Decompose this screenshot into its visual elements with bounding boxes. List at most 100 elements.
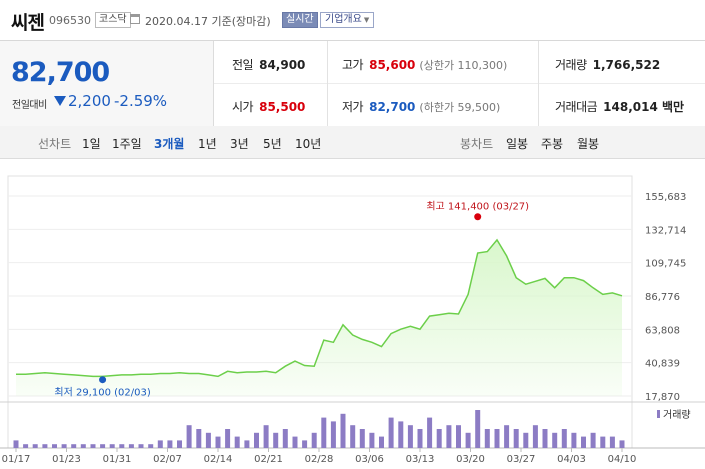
volume-bar bbox=[167, 440, 173, 448]
volume-bar bbox=[282, 429, 288, 448]
lower-limit: (하한가 59,500) bbox=[419, 101, 501, 114]
volume-bar bbox=[609, 436, 615, 448]
y-tick-label: 17,870 bbox=[645, 392, 680, 403]
volume-bar bbox=[205, 432, 211, 448]
low-label: 저가 bbox=[342, 100, 364, 114]
tab-3month[interactable]: 3개월 bbox=[154, 137, 185, 151]
high-label: 고가 bbox=[342, 58, 364, 72]
x-tick-label: 01/31 bbox=[103, 454, 132, 465]
volume-legend-swatch bbox=[657, 410, 660, 418]
realtime-button[interactable]: 실시간 bbox=[282, 12, 318, 28]
tab-5year[interactable]: 5년 bbox=[263, 137, 282, 151]
volume-legend: 거래량 bbox=[663, 409, 691, 421]
amount-label: 거래대금 bbox=[555, 100, 598, 114]
y-tick-label: 132,714 bbox=[645, 225, 686, 236]
volume-bar bbox=[340, 413, 346, 448]
volume-bar bbox=[561, 429, 567, 448]
tab-weekly-candle[interactable]: 주봉 bbox=[541, 137, 564, 151]
volume-bar bbox=[186, 425, 192, 448]
x-tick-label: 03/13 bbox=[406, 454, 435, 465]
market-badge: 코스닥 bbox=[95, 12, 131, 28]
tab-monthly-candle[interactable]: 월봉 bbox=[577, 137, 600, 151]
tab-1day[interactable]: 1일 bbox=[82, 137, 101, 151]
change-percent: -2.59% bbox=[114, 92, 168, 110]
price-chart-svg: 155,683 132,714 109,745 86,776 63,808 40,839 1… bbox=[0, 175, 705, 465]
tab-daily-candle[interactable]: 일봉 bbox=[506, 137, 529, 151]
volume-bar bbox=[379, 436, 384, 448]
volume-bar bbox=[13, 440, 19, 448]
volume-bar bbox=[542, 429, 548, 448]
volume-bar bbox=[311, 432, 317, 448]
y-tick-label: 86,776 bbox=[645, 292, 680, 303]
volume-bar bbox=[128, 444, 134, 448]
volume-bar bbox=[494, 429, 500, 448]
volume-cell: 거래량 1,766,522 bbox=[555, 56, 660, 73]
quote-box: 82,700 전일대비 2,200 -2.59% 전일 84,900 고가 85,6… bbox=[0, 40, 705, 127]
prev-close-cell: 전일 84,900 bbox=[232, 56, 305, 73]
tab-10year[interactable]: 10년 bbox=[295, 137, 322, 151]
y-tick-label: 40,839 bbox=[645, 359, 680, 370]
price-chart: 155,683 132,714 109,745 86,776 63,808 40,839 1… bbox=[0, 158, 705, 469]
volume-bar bbox=[513, 429, 519, 448]
low-value: 82,700 bbox=[369, 100, 416, 114]
tab-1week[interactable]: 1주일 bbox=[112, 137, 142, 151]
volume-bar bbox=[225, 429, 231, 448]
candle-chart-label: 봉차트 bbox=[460, 137, 494, 151]
current-price: 82,700 bbox=[11, 57, 110, 88]
volume-bar bbox=[321, 417, 327, 448]
volume-bar bbox=[71, 444, 77, 448]
volume-bar bbox=[436, 429, 442, 448]
volume-bar bbox=[369, 432, 375, 448]
x-tick-label: 01/23 bbox=[52, 454, 81, 465]
volume-bar bbox=[359, 429, 365, 448]
x-tick-label: 02/07 bbox=[153, 454, 182, 465]
high-cell: 고가 85,600 (상한가 110,300) bbox=[342, 56, 507, 73]
volume-bar bbox=[504, 425, 510, 448]
volume-bar bbox=[177, 440, 182, 448]
volume-bar bbox=[552, 432, 558, 448]
company-overview-button[interactable]: 기업개요 ▼ bbox=[320, 12, 375, 28]
volume-bar bbox=[80, 444, 86, 448]
volume-bar bbox=[600, 436, 606, 448]
tab-1year[interactable]: 1년 bbox=[198, 137, 217, 151]
volume-bar bbox=[119, 444, 125, 448]
volume-bar bbox=[234, 436, 240, 448]
low-marker bbox=[99, 376, 107, 384]
volume-bar bbox=[292, 436, 298, 448]
volume-bar bbox=[138, 444, 144, 448]
volume-bar bbox=[90, 444, 96, 448]
price-panel: 82,700 전일대비 2,200 -2.59% bbox=[0, 41, 214, 126]
open-value: 85,500 bbox=[259, 100, 306, 114]
open-cell: 시가 85,500 bbox=[232, 98, 305, 115]
y-tick-label: 109,745 bbox=[645, 259, 686, 270]
tab-3year[interactable]: 3년 bbox=[230, 137, 249, 151]
company-overview-label: 기업개요 bbox=[325, 14, 362, 25]
volume-bar bbox=[571, 432, 577, 448]
volume-bar bbox=[61, 444, 67, 448]
x-tick-label: 04/03 bbox=[557, 454, 586, 465]
volume-bar bbox=[42, 444, 48, 448]
y-tick-label: 155,683 bbox=[645, 192, 686, 203]
volume-bar bbox=[109, 444, 115, 448]
volume-bar bbox=[32, 444, 38, 448]
x-tick-label: 03/27 bbox=[507, 454, 536, 465]
volume-bar bbox=[388, 417, 394, 448]
x-tick-label: 02/14 bbox=[204, 454, 233, 465]
amount-cell: 거래대금 148,014 백만 bbox=[555, 98, 684, 115]
volume-bar bbox=[417, 429, 423, 448]
change-label: 전일대비 bbox=[12, 100, 47, 111]
high-value: 85,600 bbox=[369, 58, 416, 72]
volume-bar bbox=[456, 425, 461, 448]
volume-bar bbox=[196, 429, 202, 448]
volume-label: 거래량 bbox=[555, 58, 587, 72]
volume-value: 1,766,522 bbox=[592, 58, 661, 72]
volume-bar bbox=[157, 440, 163, 448]
stock-name: 씨젠 bbox=[11, 12, 45, 34]
stock-code: 096530 bbox=[49, 14, 91, 27]
y-tick-label: 63,808 bbox=[645, 325, 680, 336]
volume-bar bbox=[465, 432, 471, 448]
high-annotation: 최고 141,400 (03/27) bbox=[426, 201, 529, 213]
volume-bar bbox=[302, 440, 308, 448]
x-tick-label: 04/10 bbox=[608, 454, 637, 465]
down-arrow-icon bbox=[54, 96, 66, 106]
